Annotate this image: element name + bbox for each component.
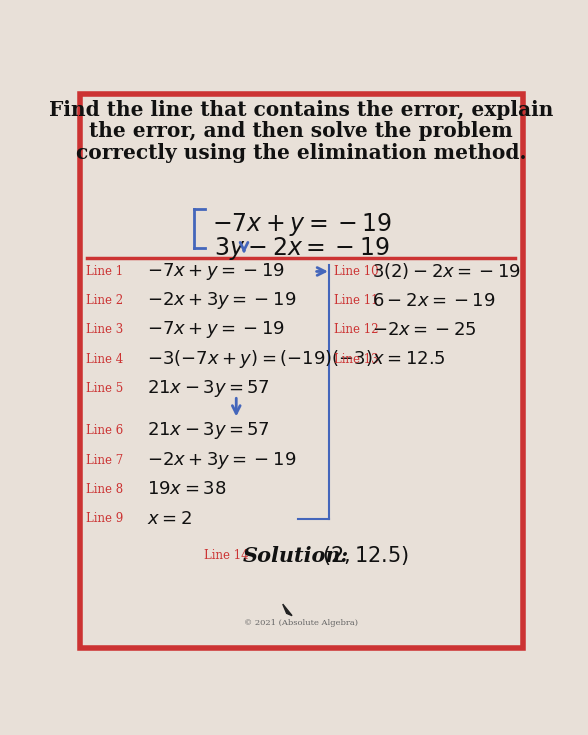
Text: Line 12: Line 12 bbox=[334, 323, 379, 337]
Text: Line 14: Line 14 bbox=[203, 549, 248, 562]
Text: Line 1: Line 1 bbox=[86, 265, 123, 278]
Text: Line 13: Line 13 bbox=[334, 353, 379, 366]
Text: $-2x = -25$: $-2x = -25$ bbox=[372, 321, 477, 339]
Text: Line 7: Line 7 bbox=[86, 453, 123, 467]
Text: $(2, 12.5)$: $(2, 12.5)$ bbox=[322, 544, 409, 567]
Polygon shape bbox=[283, 604, 292, 616]
Text: $21x - 3y = 57$: $21x - 3y = 57$ bbox=[147, 420, 269, 441]
Text: Line 11: Line 11 bbox=[334, 294, 379, 307]
Text: the error, and then solve the problem: the error, and then solve the problem bbox=[89, 121, 513, 141]
Text: Line 6: Line 6 bbox=[86, 424, 123, 437]
Text: $-2x + 3y = -19$: $-2x + 3y = -19$ bbox=[147, 450, 296, 470]
Text: $19x = 38$: $19x = 38$ bbox=[147, 481, 226, 498]
Text: Find the line that contains the error, explain: Find the line that contains the error, e… bbox=[49, 100, 553, 120]
Text: $-2x + 3y = -19$: $-2x + 3y = -19$ bbox=[147, 290, 296, 311]
Text: © 2021 (Absolute Algebra): © 2021 (Absolute Algebra) bbox=[245, 620, 358, 628]
Text: $21x - 3y = 57$: $21x - 3y = 57$ bbox=[147, 378, 269, 399]
Text: $-7x + y = -19$: $-7x + y = -19$ bbox=[147, 261, 285, 282]
Text: $-3(-7x + y) = (-19)(-3)$: $-3(-7x + y) = (-19)(-3)$ bbox=[147, 348, 373, 370]
Text: $6 - 2x = -19$: $6 - 2x = -19$ bbox=[372, 292, 496, 309]
Text: $-7x + y = -19$: $-7x + y = -19$ bbox=[147, 320, 285, 340]
Text: Line 9: Line 9 bbox=[86, 512, 123, 525]
Text: $3y - 2x = -19$: $3y - 2x = -19$ bbox=[215, 234, 390, 262]
Text: Line 10: Line 10 bbox=[334, 265, 379, 278]
Text: $x = 12.5$: $x = 12.5$ bbox=[372, 351, 446, 368]
Text: Line 8: Line 8 bbox=[86, 483, 123, 496]
Text: Line 4: Line 4 bbox=[86, 353, 123, 366]
Text: correctly using the elimination method.: correctly using the elimination method. bbox=[76, 143, 527, 163]
Text: Line 5: Line 5 bbox=[86, 382, 123, 395]
Text: Line 3: Line 3 bbox=[86, 323, 123, 337]
Text: Solution:: Solution: bbox=[242, 545, 349, 566]
Text: $3(2) - 2x = -19$: $3(2) - 2x = -19$ bbox=[372, 262, 521, 282]
Text: $-7x + y = -19$: $-7x + y = -19$ bbox=[212, 212, 392, 238]
Text: Line 2: Line 2 bbox=[86, 294, 123, 307]
Text: $x = 2$: $x = 2$ bbox=[147, 509, 192, 528]
